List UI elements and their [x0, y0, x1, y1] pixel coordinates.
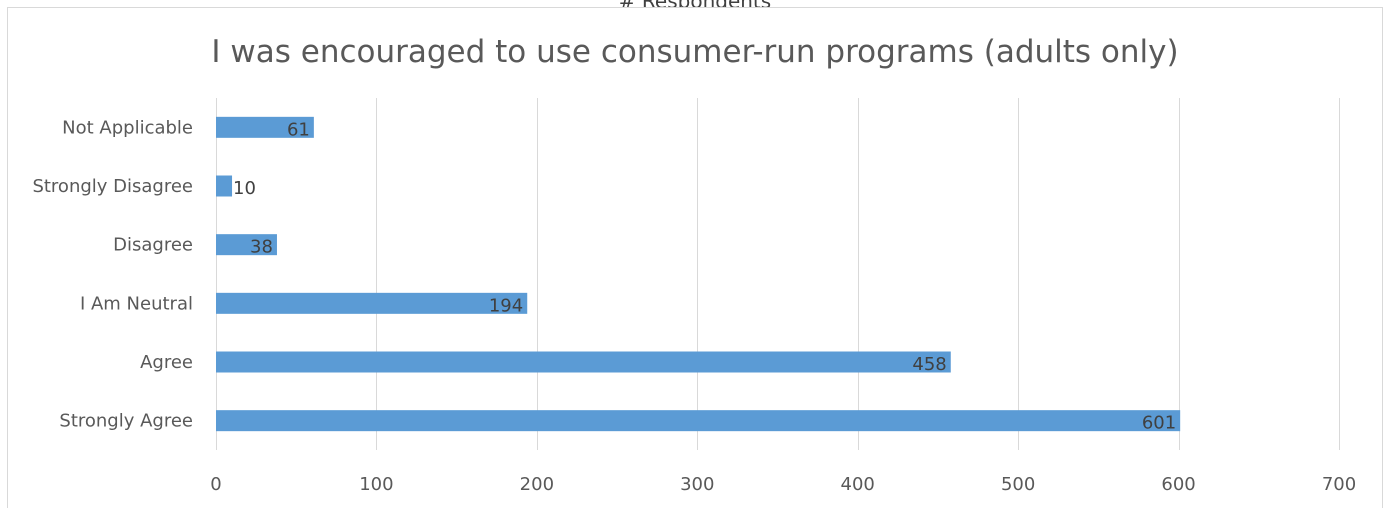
bar	[216, 292, 528, 314]
bar	[216, 175, 233, 197]
chart-border	[7, 7, 1383, 508]
bar	[216, 351, 951, 373]
data-label: 61	[287, 119, 310, 140]
data-label: 10	[233, 178, 256, 199]
category-label: Not Applicable	[62, 117, 193, 138]
bars	[216, 116, 1181, 432]
category-label: Disagree	[113, 235, 193, 256]
category-label: I Am Neutral	[80, 293, 193, 314]
x-tick-label: 400	[841, 474, 875, 495]
data-labels: 601 458 194 38 10 61	[233, 119, 1176, 433]
chart-title: I was encouraged to use consumer-run pro…	[211, 34, 1178, 70]
category-labels: Strongly Agree Agree I Am Neutral Disagree S…	[32, 117, 193, 431]
category-label: Strongly Agree	[59, 411, 193, 432]
x-tick-label: 100	[359, 474, 393, 495]
category-label: Strongly Disagree	[32, 176, 193, 197]
bar	[216, 234, 277, 256]
data-label: 458	[912, 354, 946, 375]
x-tick-label: 200	[520, 474, 554, 495]
gridlines	[216, 98, 1340, 450]
x-tick-label: 700	[1322, 474, 1356, 495]
bar	[216, 116, 314, 138]
x-tick-label: 0	[210, 474, 221, 495]
x-tick-label: 600	[1161, 474, 1195, 495]
x-tick-label: 500	[1001, 474, 1035, 495]
data-label: 601	[1142, 413, 1176, 434]
category-label: Agree	[140, 352, 193, 373]
data-label: 38	[250, 237, 273, 258]
bar	[216, 410, 1181, 432]
x-tick-label: 300	[680, 474, 714, 495]
data-label: 194	[489, 295, 523, 316]
x-axis-tick-labels: 0 100 200 300 400 500 600 700	[210, 474, 1356, 495]
